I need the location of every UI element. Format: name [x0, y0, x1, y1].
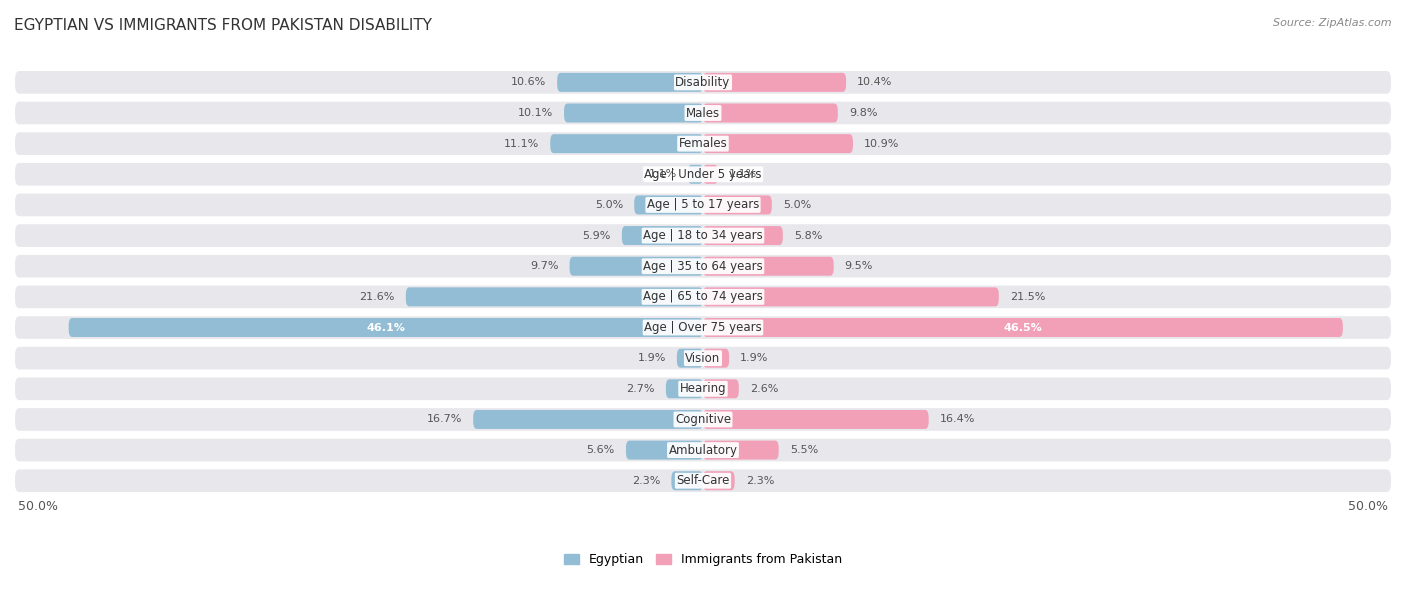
FancyBboxPatch shape: [703, 288, 998, 307]
FancyBboxPatch shape: [703, 256, 834, 276]
Text: 16.4%: 16.4%: [939, 414, 974, 425]
Text: 5.8%: 5.8%: [794, 231, 823, 241]
FancyBboxPatch shape: [15, 71, 1391, 94]
FancyBboxPatch shape: [703, 410, 929, 429]
Text: 10.4%: 10.4%: [858, 77, 893, 88]
FancyBboxPatch shape: [703, 195, 772, 214]
Legend: Egyptian, Immigrants from Pakistan: Egyptian, Immigrants from Pakistan: [558, 548, 848, 571]
Text: 9.5%: 9.5%: [845, 261, 873, 271]
FancyBboxPatch shape: [69, 318, 703, 337]
Text: 5.9%: 5.9%: [582, 231, 610, 241]
FancyBboxPatch shape: [626, 441, 703, 460]
FancyBboxPatch shape: [15, 408, 1391, 431]
FancyBboxPatch shape: [557, 73, 703, 92]
Text: Age | 18 to 34 years: Age | 18 to 34 years: [643, 229, 763, 242]
Text: Females: Females: [679, 137, 727, 150]
Text: 46.1%: 46.1%: [367, 323, 405, 332]
FancyBboxPatch shape: [569, 256, 703, 276]
Text: Disability: Disability: [675, 76, 731, 89]
Text: 1.9%: 1.9%: [637, 353, 666, 363]
FancyBboxPatch shape: [15, 193, 1391, 216]
Text: Age | 65 to 74 years: Age | 65 to 74 years: [643, 290, 763, 304]
Text: 1.1%: 1.1%: [730, 170, 758, 179]
Text: 50.0%: 50.0%: [18, 500, 58, 513]
Text: EGYPTIAN VS IMMIGRANTS FROM PAKISTAN DISABILITY: EGYPTIAN VS IMMIGRANTS FROM PAKISTAN DIS…: [14, 18, 432, 34]
FancyBboxPatch shape: [703, 471, 735, 490]
FancyBboxPatch shape: [550, 134, 703, 153]
Text: Cognitive: Cognitive: [675, 413, 731, 426]
FancyBboxPatch shape: [15, 439, 1391, 461]
Text: 2.6%: 2.6%: [749, 384, 778, 394]
Text: 10.1%: 10.1%: [517, 108, 553, 118]
Text: Self-Care: Self-Care: [676, 474, 730, 487]
Text: Vision: Vision: [685, 352, 721, 365]
FancyBboxPatch shape: [676, 349, 703, 368]
FancyBboxPatch shape: [703, 73, 846, 92]
Text: 10.6%: 10.6%: [510, 77, 546, 88]
FancyBboxPatch shape: [703, 379, 738, 398]
Text: 9.7%: 9.7%: [530, 261, 558, 271]
Text: Age | Under 5 years: Age | Under 5 years: [644, 168, 762, 181]
Text: 1.1%: 1.1%: [648, 170, 676, 179]
FancyBboxPatch shape: [703, 349, 730, 368]
FancyBboxPatch shape: [15, 102, 1391, 124]
Text: 2.3%: 2.3%: [631, 476, 661, 486]
FancyBboxPatch shape: [634, 195, 703, 214]
Text: 2.7%: 2.7%: [626, 384, 655, 394]
FancyBboxPatch shape: [666, 379, 703, 398]
Text: 5.5%: 5.5%: [790, 445, 818, 455]
FancyBboxPatch shape: [703, 134, 853, 153]
Text: 50.0%: 50.0%: [1348, 500, 1388, 513]
Text: Source: ZipAtlas.com: Source: ZipAtlas.com: [1274, 18, 1392, 28]
Text: Age | 35 to 64 years: Age | 35 to 64 years: [643, 259, 763, 273]
FancyBboxPatch shape: [15, 255, 1391, 278]
FancyBboxPatch shape: [564, 103, 703, 122]
Text: 1.9%: 1.9%: [740, 353, 769, 363]
Text: 10.9%: 10.9%: [865, 139, 900, 149]
FancyBboxPatch shape: [474, 410, 703, 429]
Text: Hearing: Hearing: [679, 382, 727, 395]
Text: Males: Males: [686, 106, 720, 119]
FancyBboxPatch shape: [703, 318, 1343, 337]
Text: 11.1%: 11.1%: [503, 139, 540, 149]
FancyBboxPatch shape: [703, 103, 838, 122]
Text: 5.6%: 5.6%: [586, 445, 614, 455]
Text: 21.5%: 21.5%: [1010, 292, 1045, 302]
Text: Age | 5 to 17 years: Age | 5 to 17 years: [647, 198, 759, 211]
Text: 21.6%: 21.6%: [360, 292, 395, 302]
Text: 46.5%: 46.5%: [1004, 323, 1042, 332]
FancyBboxPatch shape: [15, 224, 1391, 247]
Text: 5.0%: 5.0%: [783, 200, 811, 210]
FancyBboxPatch shape: [688, 165, 703, 184]
FancyBboxPatch shape: [703, 226, 783, 245]
FancyBboxPatch shape: [15, 163, 1391, 185]
Text: 2.3%: 2.3%: [745, 476, 775, 486]
FancyBboxPatch shape: [15, 286, 1391, 308]
FancyBboxPatch shape: [15, 347, 1391, 370]
FancyBboxPatch shape: [15, 469, 1391, 492]
FancyBboxPatch shape: [621, 226, 703, 245]
FancyBboxPatch shape: [703, 165, 718, 184]
FancyBboxPatch shape: [15, 132, 1391, 155]
Text: Ambulatory: Ambulatory: [668, 444, 738, 457]
FancyBboxPatch shape: [15, 378, 1391, 400]
FancyBboxPatch shape: [406, 288, 703, 307]
FancyBboxPatch shape: [671, 471, 703, 490]
Text: Age | Over 75 years: Age | Over 75 years: [644, 321, 762, 334]
FancyBboxPatch shape: [15, 316, 1391, 339]
Text: 5.0%: 5.0%: [595, 200, 623, 210]
Text: 16.7%: 16.7%: [427, 414, 463, 425]
FancyBboxPatch shape: [703, 441, 779, 460]
Text: 9.8%: 9.8%: [849, 108, 877, 118]
